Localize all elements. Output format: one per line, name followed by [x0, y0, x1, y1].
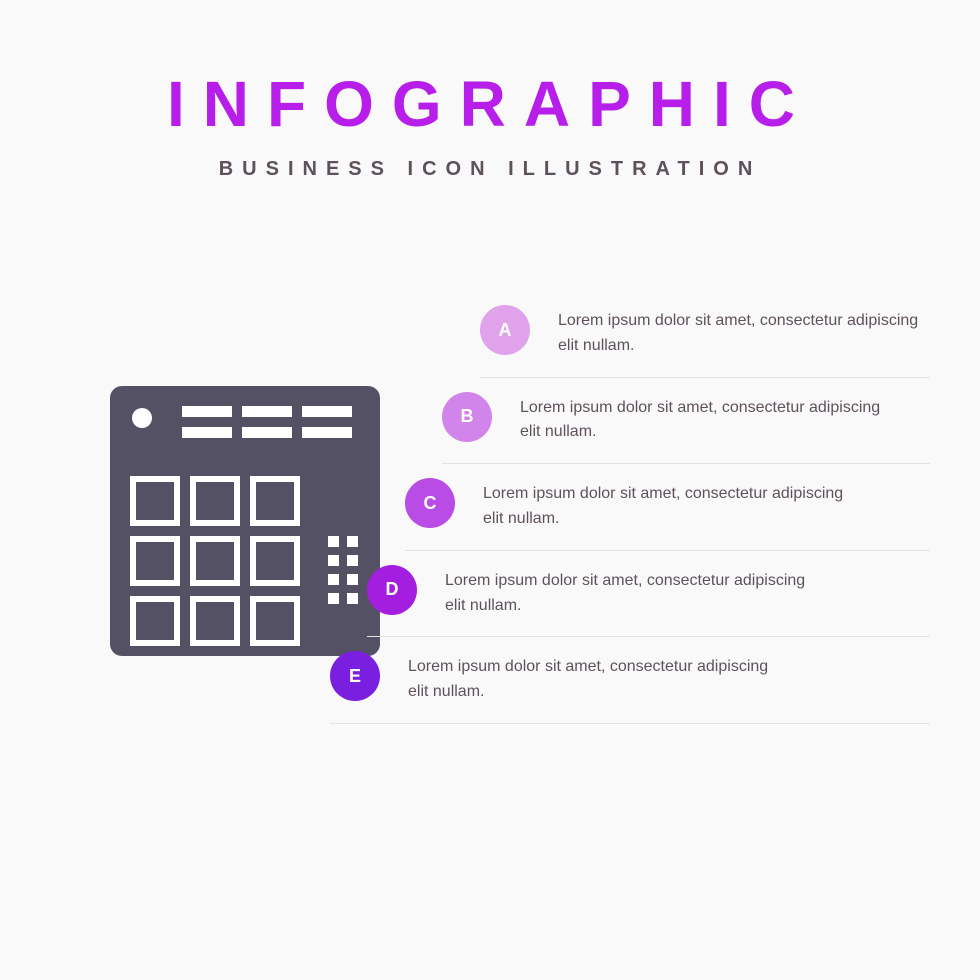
- badge-a: A: [480, 305, 530, 355]
- badge-c: C: [405, 478, 455, 528]
- badge-d: D: [367, 565, 417, 615]
- main-title: INFOGRAPHIC: [167, 72, 813, 136]
- badge-e: E: [330, 651, 380, 701]
- subtitle: BUSINESS ICON ILLUSTRATION: [219, 158, 762, 181]
- step-text-e: Lorem ipsum dolor sit amet, consectetur …: [408, 651, 788, 705]
- step-text-d: Lorem ipsum dolor sit amet, consectetur …: [445, 565, 825, 619]
- step-a: A Lorem ipsum dolor sit amet, consectetu…: [480, 291, 930, 378]
- step-d: D Lorem ipsum dolor sit amet, consectetu…: [367, 551, 930, 638]
- badge-b: B: [442, 392, 492, 442]
- steps-list: A Lorem ipsum dolor sit amet, consectetu…: [330, 291, 930, 724]
- icon-grid: [130, 476, 300, 646]
- step-c: C Lorem ipsum dolor sit amet, consectetu…: [405, 464, 930, 551]
- step-text-b: Lorem ipsum dolor sit amet, consectetur …: [520, 392, 900, 446]
- step-b: B Lorem ipsum dolor sit amet, consectetu…: [442, 378, 930, 465]
- step-e: E Lorem ipsum dolor sit amet, consectetu…: [330, 637, 930, 724]
- icon-dot: [132, 408, 152, 428]
- icon-bars: [182, 406, 352, 438]
- step-text-c: Lorem ipsum dolor sit amet, consectetur …: [483, 478, 863, 532]
- step-text-a: Lorem ipsum dolor sit amet, consectetur …: [558, 305, 930, 359]
- infographic-container: INFOGRAPHIC BUSINESS ICON ILLUSTRATION: [0, 0, 980, 980]
